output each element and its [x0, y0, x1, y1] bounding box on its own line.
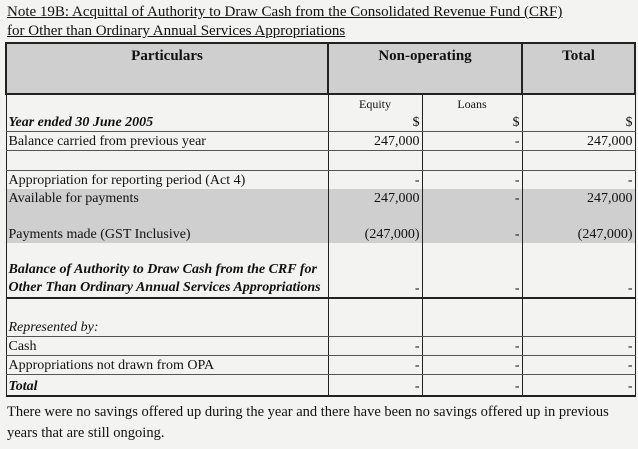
header-row: Particulars Non-operating Total [5, 42, 636, 95]
subheader-loans: Loans [421, 94, 523, 113]
note-subtitle: for Other than Ordinary Annual Services … [7, 23, 346, 39]
table-row [5, 207, 636, 225]
acquittal-table: Particulars Non-operating Total Equity L… [5, 42, 636, 397]
table-row: Appropriations not drawn from OPA - - - [5, 355, 636, 375]
table-row: Balance of Authority to Draw Cash from t… [5, 243, 636, 299]
note-title: Note 19B: Acquittal of Authority to Draw… [7, 4, 563, 20]
table-row [5, 298, 636, 318]
table-row: Balance carried from previous year 247,00… [5, 131, 636, 151]
table-row: Year ended 30 June 2005 $ $ $ [5, 113, 636, 132]
table-row-total: Total - - - [5, 374, 636, 397]
subheader-equity: Equity [327, 94, 423, 113]
table-row: Represented by: [5, 318, 636, 337]
footer-note: There were no savings offered up during … [7, 404, 609, 441]
table-row: Appropriation for reporting period (Act … [5, 170, 636, 189]
table-row: Available for payments 247,000-247,000 [5, 189, 636, 207]
header-non-operating: Non-operating [327, 42, 523, 95]
table-row [5, 150, 636, 171]
header-total: Total [521, 42, 636, 95]
table-row: Payments made (GST Inclusive) (247,000) -(… [5, 225, 636, 243]
table-row: Cash - - - [5, 336, 636, 356]
subheader-row: Equity Loans [5, 94, 636, 113]
header-particulars: Particulars [5, 42, 329, 95]
